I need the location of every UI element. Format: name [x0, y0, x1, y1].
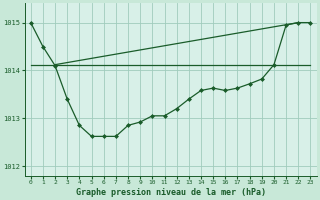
X-axis label: Graphe pression niveau de la mer (hPa): Graphe pression niveau de la mer (hPa) [76, 188, 266, 197]
